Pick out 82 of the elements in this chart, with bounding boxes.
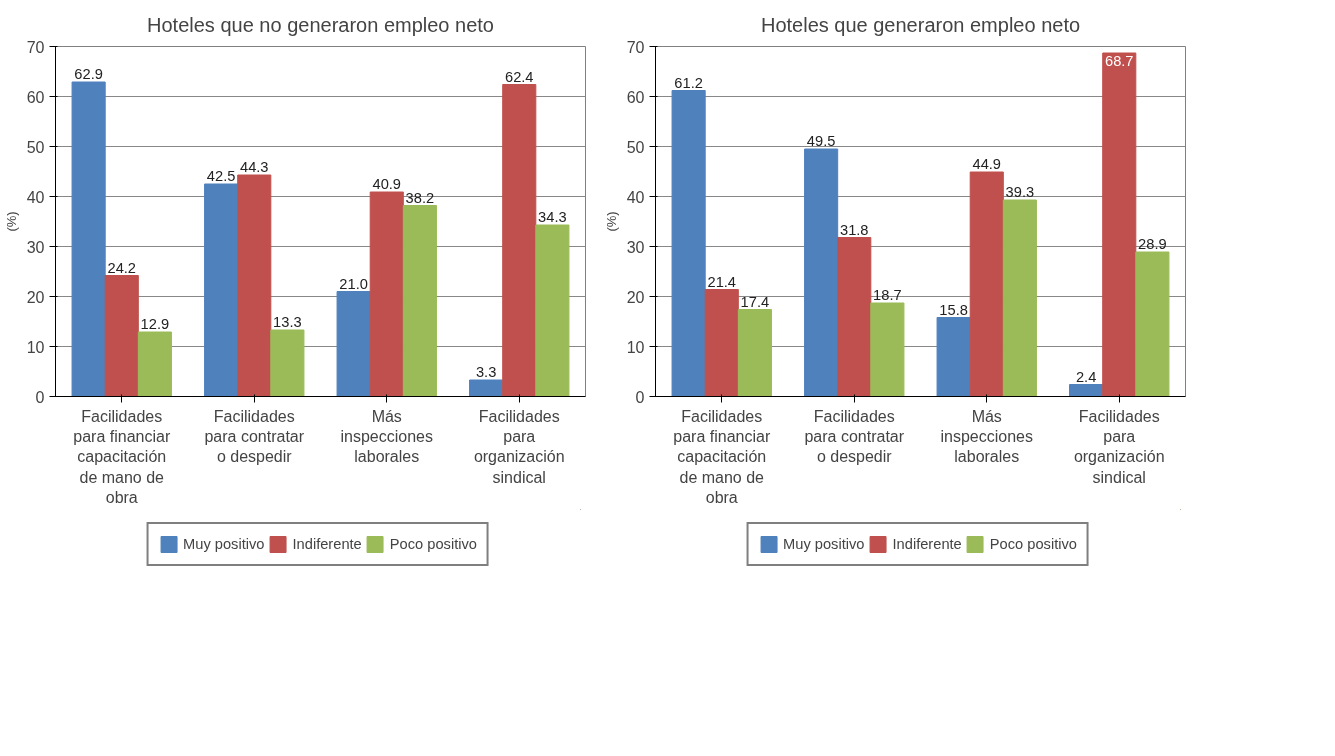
bar	[837, 237, 872, 397]
bar	[704, 289, 739, 397]
y-axis-title: (%)	[3, 211, 19, 232]
data-label: 13.3	[273, 314, 302, 330]
bar	[969, 171, 1004, 397]
bar	[237, 174, 272, 397]
legend-label: Indiferente	[292, 536, 362, 552]
data-label: 40.9	[372, 176, 402, 192]
x-tick-label: Facilidades para financiar capacitación de mano de obra	[73, 407, 171, 507]
data-label: 21.0	[339, 275, 368, 292]
data-label: 3.3	[475, 364, 497, 380]
bar	[1135, 251, 1170, 397]
y-tick-label: 30	[626, 238, 645, 256]
legend-label: Muy positivo	[183, 536, 265, 552]
data-label: 21.4	[707, 273, 737, 290]
legend-label: Indiferente	[892, 536, 962, 552]
x-tick-label: Más inspecciones laborales	[940, 407, 1033, 466]
data-label: 28.9	[1138, 236, 1167, 252]
bar	[870, 302, 905, 397]
bar	[804, 148, 839, 397]
y-tick-label: 60	[626, 88, 645, 106]
bar	[71, 81, 106, 397]
data-label: 62.9	[74, 66, 103, 82]
data-label: 15.8	[939, 301, 968, 318]
data-label: 17.4	[740, 293, 770, 310]
data-label: 31.8	[839, 221, 869, 238]
x-tick-label: Facilidades para financiar capacitación de mano de obra	[673, 407, 771, 507]
bar	[469, 379, 504, 397]
bar	[104, 275, 139, 397]
bar	[204, 183, 239, 397]
bar	[1002, 199, 1037, 397]
data-label: 2.4	[1075, 368, 1097, 385]
legend-label: Poco positivo	[389, 536, 477, 552]
bar	[402, 205, 437, 397]
y-tick-label: 0	[635, 388, 645, 406]
x-tick-label: Facilidades para contratar o despedir	[204, 407, 305, 466]
data-label: 68.7	[1104, 53, 1134, 69]
data-label: 62.4	[504, 68, 534, 85]
data-label: 12.9	[140, 316, 170, 332]
data-label: 42.5	[206, 168, 236, 184]
y-tick-label: 40	[26, 188, 45, 206]
y-tick-label: 20	[26, 288, 45, 306]
chart-title: Hoteles que generaron empleo neto	[760, 13, 1081, 36]
y-axis-title: (%)	[603, 211, 619, 232]
y-tick-label: 10	[26, 338, 45, 356]
x-tick-label: Más inspecciones laborales	[340, 407, 433, 466]
bar	[936, 317, 971, 397]
y-tick-label: 70	[26, 38, 45, 56]
y-tick-label: 70	[626, 38, 645, 56]
x-tick-label: Facilidades para contratar o despedir	[804, 407, 905, 466]
bar	[671, 90, 706, 397]
bar	[369, 191, 404, 397]
bar	[737, 309, 772, 397]
y-tick-label: 30	[26, 238, 45, 256]
data-label: 38.2	[405, 189, 435, 206]
data-label: 18.7	[873, 287, 902, 303]
bar	[137, 331, 172, 397]
chart-title: Hoteles que no generaron empleo neto	[147, 13, 494, 36]
data-label: 34.3	[538, 209, 567, 225]
y-tick-label: 20	[626, 288, 645, 306]
legend-label: Poco positivo	[989, 536, 1077, 552]
y-tick-label: 40	[626, 188, 645, 206]
bar	[1069, 384, 1104, 397]
bar	[535, 224, 570, 397]
x-tick-label: Facilidades para organización sindical	[1073, 407, 1165, 486]
legend-label: Muy positivo	[783, 536, 865, 552]
y-tick-label: 10	[626, 338, 645, 356]
y-tick-label: 60	[26, 88, 45, 106]
bar	[270, 329, 305, 397]
data-label: 24.2	[107, 259, 137, 276]
data-label: 44.9	[972, 156, 1002, 172]
data-label: 44.3	[239, 159, 269, 175]
y-tick-label: 0	[35, 388, 45, 406]
y-tick-label: 50	[626, 138, 645, 156]
x-tick-label: Facilidades para organización sindical	[473, 407, 565, 486]
data-label: 49.5	[806, 133, 836, 149]
bar	[1102, 52, 1137, 397]
data-label: 39.3	[1005, 184, 1035, 200]
bar	[336, 291, 371, 397]
bar	[502, 84, 537, 397]
data-label: 61.2	[674, 74, 703, 91]
y-tick-label: 50	[26, 138, 45, 156]
